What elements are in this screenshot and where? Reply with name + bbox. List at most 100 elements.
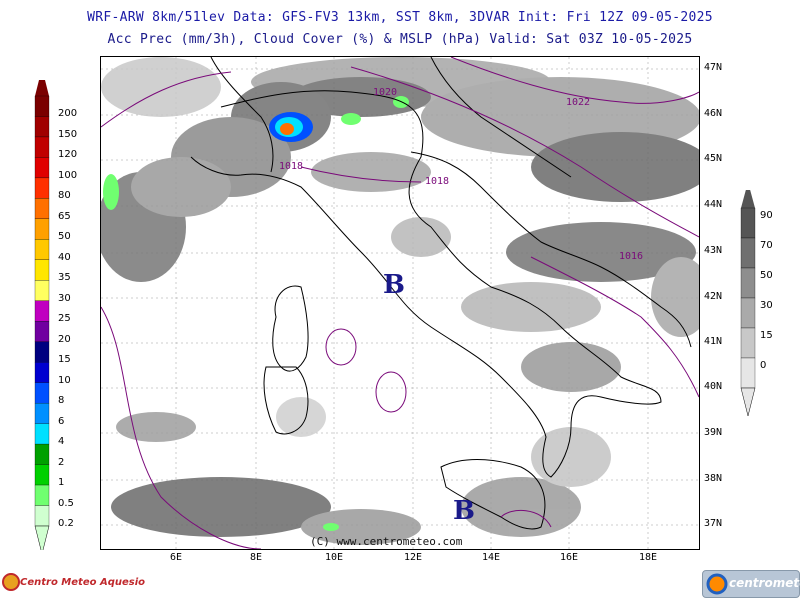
header-line-2: Acc Prec (mm/3h), Cloud Cover (%) & MSLP… [107, 32, 693, 47]
lat-label-44: 44N [704, 199, 723, 210]
precip-legend-label: 150 [58, 128, 78, 140]
precip-swatch [34, 402, 50, 424]
precip-swatch [34, 341, 50, 363]
precip-legend-bar [34, 68, 50, 555]
precip-legend-label: 50 [58, 231, 71, 243]
precip-swatch [34, 116, 50, 138]
precip-swatch [34, 321, 50, 342]
isobar-label-1016: 1016 [619, 251, 643, 262]
precip-legend-label: 35 [58, 272, 71, 284]
lon-label-16e: 16E [560, 552, 579, 563]
lon-label-6e: 6E [170, 552, 183, 563]
precip-swatch [34, 259, 50, 281]
lat-label-43: 43N [704, 245, 723, 256]
legend-bottom-arrow [34, 525, 50, 555]
cloud-legend-label: 50 [760, 270, 773, 281]
isobar-label-1020: 1020 [373, 87, 397, 98]
precip-legend-label: 4 [58, 436, 65, 448]
header-line-1: WRF-ARW 8km/51lev Data: GFS-FV3 13km, SS… [87, 10, 713, 25]
lat-label-41: 41N [704, 336, 723, 347]
lat-label-42: 42N [704, 291, 723, 302]
coastlines [190, 57, 692, 530]
weather-map: 1020 1022 1018 1018 1016 B B [100, 56, 700, 550]
lon-label-18e: 18E [639, 552, 658, 563]
centrometeo-logo-text: centrometeo [729, 576, 800, 590]
precip-legend-label: 10 [58, 374, 71, 386]
precip-swatch [34, 300, 50, 322]
lon-label-12e: 12E [404, 552, 423, 563]
cloud-legend-label: 0 [760, 360, 767, 371]
precip-swatch [34, 505, 50, 527]
centrometeo-logo[interactable]: centrometeo [702, 570, 800, 598]
precip-legend-label: 0.2 [58, 518, 74, 529]
precip-legend-label: 120 [58, 149, 78, 161]
precip-legend-label: 20 [58, 333, 71, 345]
precip-swatch [34, 198, 50, 220]
precip-legend-label: 30 [58, 292, 71, 304]
isobar-label-1022: 1022 [566, 97, 590, 108]
cloud-legend-top-arrow [741, 182, 755, 208]
cloud-legend: 90 70 50 30 15 0 [738, 182, 798, 424]
legend-top-arrow [35, 68, 49, 96]
lat-label-47: 47N [704, 62, 723, 73]
lat-label-40: 40N [704, 381, 723, 392]
lat-label-45: 45N [704, 153, 723, 164]
lat-label-46: 46N [704, 108, 723, 119]
precip-legend-label: 15 [58, 354, 71, 366]
precip-legend-label: 25 [58, 313, 71, 325]
cloud-swatch [740, 357, 756, 389]
precip-legend-label: 6 [58, 415, 65, 427]
precip-legend-label: 100 [58, 169, 78, 181]
precip-legend-label: 65 [58, 210, 71, 222]
lat-label-39: 39N [704, 427, 723, 438]
precip-swatch [34, 362, 50, 383]
lon-label-8e: 8E [250, 552, 263, 563]
cloud-swatch [740, 237, 756, 269]
precip-swatch [34, 218, 50, 240]
isobars [101, 57, 699, 549]
precip-layer [103, 96, 409, 531]
lat-label-38: 38N [704, 473, 723, 484]
isobar-label-1018-a: 1018 [279, 161, 303, 172]
precip-legend-label: 2 [58, 456, 65, 468]
aquesio-emblem-icon [2, 573, 20, 591]
low-marker-b-1: B [383, 270, 405, 300]
lat-label-37: 37N [704, 518, 723, 529]
cloud-swatch [740, 297, 756, 329]
map-canvas: 1020 1022 1018 1018 1016 B B [101, 57, 699, 549]
precip-swatch [34, 95, 50, 117]
cloud-swatch [740, 327, 756, 359]
precip-swatch [34, 484, 50, 506]
cloud-legend-label: 30 [760, 300, 773, 311]
precip-swatch [34, 280, 50, 301]
centro-meteo-aquesio-logo[interactable]: Centro Meteo Aquesio [2, 568, 145, 596]
precip-swatch [34, 443, 50, 465]
precip-legend-label: 0.5 [58, 497, 74, 509]
lon-label-10e: 10E [325, 552, 344, 563]
precip-legend-label: 200 [58, 108, 78, 120]
cloud-legend-label: 70 [760, 240, 773, 251]
precip-swatch [34, 136, 50, 158]
copyright-text: (C) www.centrometeo.com [310, 535, 463, 548]
precip-swatch [34, 177, 50, 199]
precip-swatch [34, 464, 50, 486]
cloud-legend-bottom-arrow [740, 387, 756, 417]
precip-swatch [34, 157, 50, 179]
isobar-label-1018-b: 1018 [425, 176, 449, 187]
centrometeo-globe-icon [706, 573, 728, 595]
cloud-swatch [740, 207, 756, 239]
isobar-labels: 1020 1022 1018 1018 1016 [279, 87, 643, 262]
lon-label-14e: 14E [482, 552, 501, 563]
cloud-cover-layer [101, 57, 699, 545]
aquesio-logo-text: Centro Meteo Aquesio [20, 577, 145, 588]
precip-legend: 200 150 120 100 80 65 50 40 35 30 25 20 15 10 8 6 4 2 1 0.5… [30, 68, 90, 555]
cloud-legend-label: 15 [760, 330, 773, 341]
precip-legend-label: 80 [58, 190, 71, 202]
cloud-swatch [740, 267, 756, 299]
cloud-legend-label: 90 [760, 210, 773, 221]
precip-swatch [34, 239, 50, 260]
cloud-legend-bar [740, 182, 756, 417]
low-markers: B B [383, 270, 475, 526]
precip-legend-label: 40 [58, 251, 71, 263]
precip-legend-label: 8 [58, 395, 65, 407]
